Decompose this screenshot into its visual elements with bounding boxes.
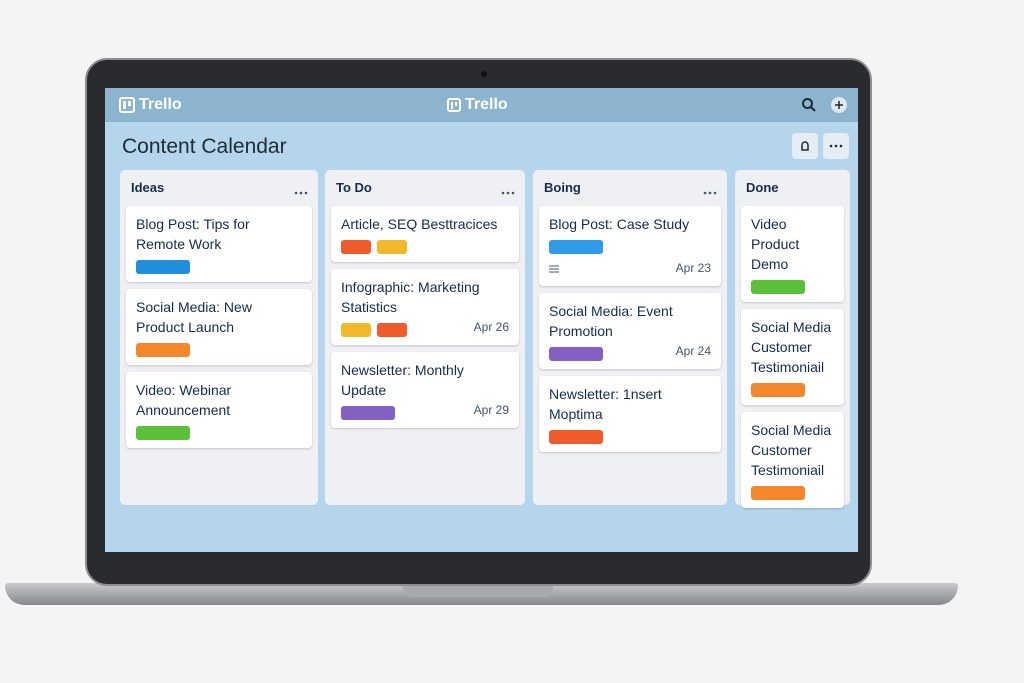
card-date: Apr 29 <box>473 403 509 417</box>
dots-icon <box>294 191 308 195</box>
card-text: Video Product Demo <box>751 216 800 272</box>
dots-icon <box>703 191 717 195</box>
board-title: Content Calendar <box>122 135 287 158</box>
card-labels <box>341 406 509 420</box>
card-labels <box>549 347 711 361</box>
camera <box>481 71 487 77</box>
list: Boing Blog Post: Case Study Apr 23 Social M… <box>533 170 727 505</box>
list-title: Boing <box>544 180 581 195</box>
card-text: Social Media Customer Testimoniail <box>751 319 832 375</box>
list-menu[interactable] <box>294 182 308 200</box>
screen: Trello Trello Content Calendar Ideas Blog… <box>105 88 858 552</box>
label[interactable] <box>341 240 371 254</box>
card-text: Article, SEQ Besttracices <box>341 216 498 232</box>
card-labels <box>549 430 711 444</box>
label[interactable] <box>136 426 190 440</box>
card[interactable]: Video: Webinar Announcement <box>126 372 312 448</box>
card-labels <box>136 343 302 357</box>
card-labels <box>341 240 509 254</box>
list: Ideas Blog Post: Tips for Remote Work Soci… <box>120 170 318 505</box>
card[interactable]: Infographic: Marketing Statistics Apr 26 <box>331 269 519 345</box>
label[interactable] <box>341 406 395 420</box>
card-text: Newsletter: Monthly Update <box>341 362 464 398</box>
logo-center[interactable]: Trello <box>447 96 508 114</box>
card-date: Apr 24 <box>675 344 711 358</box>
logo-text: Trello <box>139 96 182 113</box>
card-labels <box>341 323 509 337</box>
list-title: To Do <box>336 180 372 195</box>
label[interactable] <box>377 323 407 337</box>
label[interactable] <box>549 430 603 444</box>
menu-button[interactable] <box>823 133 849 159</box>
card-labels <box>136 260 302 274</box>
card[interactable]: Article, SEQ Besttracices <box>331 206 519 262</box>
card[interactable]: Blog Post: Case Study Apr 23 <box>539 206 721 286</box>
list-menu[interactable] <box>703 182 717 200</box>
card-text: Blog Post: Case Study <box>549 216 690 232</box>
list: To Do Article, SEQ Besttracices Infographi… <box>325 170 525 505</box>
label[interactable] <box>751 280 805 294</box>
list-title: Done <box>746 180 779 195</box>
card-text: Social Media: New Product Launch <box>136 299 252 335</box>
lines-icon <box>549 265 559 273</box>
label[interactable] <box>136 343 190 357</box>
notification-button[interactable] <box>792 133 818 159</box>
card-text: Blog Post: Tips for Remote Work <box>136 216 250 252</box>
card-text: Social Media Customer Testimoniail <box>751 422 832 478</box>
card-labels <box>751 280 834 294</box>
header: Trello Trello <box>105 88 858 122</box>
card[interactable]: Blog Post: Tips for Remote Work <box>126 206 312 282</box>
dots-icon <box>501 191 515 195</box>
card-labels <box>549 240 711 254</box>
dots-icon <box>829 144 843 148</box>
card[interactable]: Newsletter: Monthly Update Apr 29 <box>331 352 519 428</box>
card[interactable]: Social Media: Event Promotion Apr 24 <box>539 293 721 369</box>
logo[interactable]: Trello <box>119 96 182 114</box>
card[interactable]: Newsletter: 1nsert Moptima <box>539 376 721 452</box>
label[interactable] <box>549 240 603 254</box>
card-text: Video: Webinar Announcement <box>136 382 232 418</box>
card-date: Apr 26 <box>473 320 509 334</box>
label[interactable] <box>549 347 603 361</box>
card-labels <box>136 426 302 440</box>
list: Done Video Product Demo Social Media Custo… <box>735 170 850 508</box>
card-labels <box>751 486 834 500</box>
card-labels <box>751 383 834 397</box>
logo-text: Trello <box>465 96 508 113</box>
card-text: Newsletter: 1nsert Moptima <box>549 386 662 422</box>
list-menu[interactable] <box>501 182 515 200</box>
card[interactable]: Video Product Demo <box>741 206 844 302</box>
description-icon <box>549 258 711 278</box>
bell-icon <box>801 141 809 151</box>
list-title: Ideas <box>131 180 165 195</box>
label[interactable] <box>377 240 407 254</box>
label[interactable] <box>751 486 805 500</box>
search-icon[interactable] <box>801 97 817 113</box>
label[interactable] <box>136 260 190 274</box>
add-button[interactable] <box>830 96 848 114</box>
logo-icon <box>119 97 135 113</box>
label[interactable] <box>341 323 371 337</box>
laptop-notch <box>403 585 553 597</box>
logo-icon <box>447 98 461 112</box>
card[interactable]: Social Media Customer Testimoniail <box>741 309 844 405</box>
card[interactable]: Social Media: New Product Launch <box>126 289 312 365</box>
card-text: Infographic: Marketing Statistics <box>341 279 480 315</box>
card-text: Social Media: Event Promotion <box>549 303 673 339</box>
card-date: Apr 23 <box>675 261 711 275</box>
label[interactable] <box>751 383 805 397</box>
card[interactable]: Social Media Customer Testimoniail <box>741 412 844 508</box>
